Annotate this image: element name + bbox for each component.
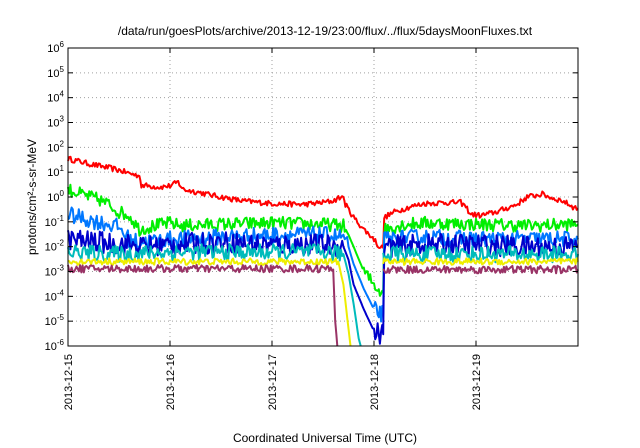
y-tick-label: 10-4 — [45, 288, 65, 303]
y-tick-exponent: 5 — [60, 65, 65, 74]
y-tick-base: 10 — [45, 291, 57, 303]
series-line-7 — [382, 245, 579, 264]
series-line-9 — [382, 264, 579, 275]
y-tick-base: 10 — [47, 93, 59, 105]
series-group — [67, 155, 579, 347]
y-tick-label: 10-5 — [45, 313, 65, 328]
series-line-8 — [382, 257, 579, 266]
grid — [68, 48, 578, 346]
y-tick-label: 102 — [47, 139, 64, 154]
y-tick-exponent: -5 — [57, 313, 65, 322]
y-tick-label: 103 — [47, 115, 64, 130]
y-tick-base: 10 — [47, 142, 59, 154]
x-tick-label: 2013-12-17 — [267, 354, 279, 410]
y-tick-base: 10 — [45, 267, 57, 279]
series-line-5 — [67, 257, 352, 347]
y-tick-base: 10 — [47, 167, 59, 179]
x-tick-label: 2013-12-16 — [165, 354, 177, 410]
y-tick-base: 10 — [47, 192, 59, 204]
y-tick-base: 10 — [47, 118, 59, 130]
y-tick-label: 10-1 — [45, 214, 65, 229]
series-line-4 — [67, 243, 362, 347]
y-tick-label: 105 — [47, 65, 64, 80]
y-tick-label: 100 — [47, 189, 64, 204]
y-tick-exponent: -3 — [57, 264, 65, 273]
x-tick-label: 2013-12-15 — [63, 354, 75, 410]
y-tick-exponent: 1 — [60, 164, 65, 173]
y-tick-label: 10-6 — [45, 338, 65, 353]
y-tick-base: 10 — [45, 217, 57, 229]
series-line-6 — [67, 263, 339, 347]
y-tick-exponent: -1 — [57, 214, 65, 223]
y-tick-base: 10 — [47, 68, 59, 80]
chart-title: /data/run/goesPlots/archive/2013-12-19/2… — [118, 24, 533, 38]
y-tick-exponent: -4 — [57, 288, 65, 297]
x-tick-label: 2013-12-19 — [471, 354, 483, 410]
y-tick-exponent: 2 — [60, 139, 65, 148]
series-line-1 — [67, 183, 579, 297]
y-tick-label: 101 — [47, 164, 64, 179]
y-tick-label: 106 — [47, 40, 64, 55]
y-axis-label: protons/cm²-s-sr-MeV — [25, 139, 39, 255]
y-tick-base: 10 — [45, 341, 57, 353]
series-line-0 — [67, 155, 579, 249]
y-tick-exponent: -2 — [57, 239, 65, 248]
y-tick-base: 10 — [47, 43, 59, 55]
y-tick-label: 10-3 — [45, 264, 65, 279]
x-axis-label: Coordinated Universal Time (UTC) — [233, 431, 417, 445]
x-ticks: 2013-12-15 2013-12-16 2013-12-17 2013-12-18… — [63, 48, 483, 410]
y-tick-exponent: 4 — [60, 90, 65, 99]
y-tick-label: 104 — [47, 90, 64, 105]
y-tick-exponent: 3 — [60, 115, 65, 124]
y-tick-base: 10 — [45, 242, 57, 254]
y-tick-exponent: 6 — [60, 40, 65, 49]
y-tick-exponent: 0 — [60, 189, 65, 198]
x-tick-label: 2013-12-18 — [369, 354, 381, 410]
y-tick-base: 10 — [45, 316, 57, 328]
y-ticks: 10610510410310210110010-110-210-310-410-… — [45, 40, 578, 353]
y-tick-label: 10-2 — [45, 239, 65, 254]
y-tick-exponent: -6 — [57, 338, 65, 347]
series-line-3 — [67, 229, 579, 345]
